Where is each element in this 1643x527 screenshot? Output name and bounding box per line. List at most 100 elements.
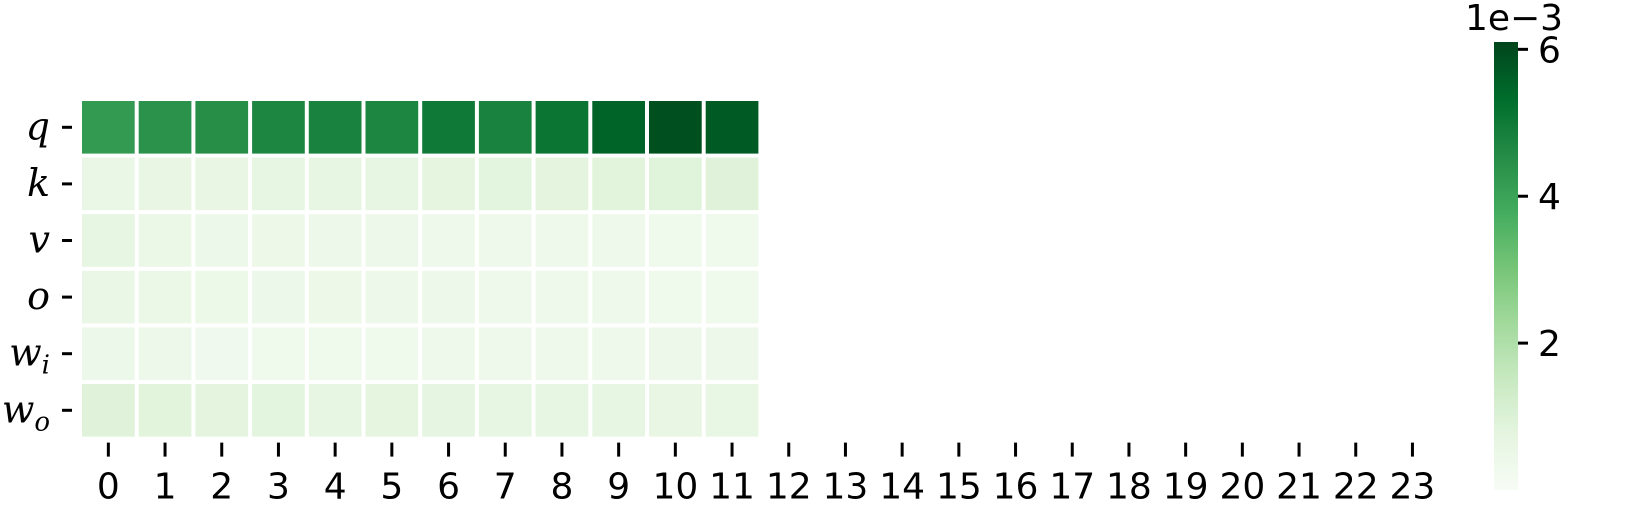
- heatmap-cell: [138, 270, 192, 324]
- heatmap-cell: [138, 214, 192, 267]
- x-tick-label: 21: [1276, 467, 1322, 508]
- heatmap-cell: [195, 327, 249, 380]
- heatmap-cell: [478, 157, 532, 211]
- heatmap-cell: [422, 157, 475, 211]
- x-tick-label: 3: [267, 467, 290, 508]
- heatmap-cell: [649, 101, 702, 154]
- heatmap-cells: [82, 101, 759, 437]
- heatmap-cell: [252, 270, 305, 324]
- heatmap-cell: [478, 270, 532, 324]
- heatmap-cell: [422, 384, 475, 437]
- x-tick-label: 22: [1333, 467, 1379, 508]
- heatmap-cell: [308, 270, 362, 324]
- x-tick-label: 17: [1049, 467, 1095, 508]
- heatmap-cell: [252, 157, 305, 211]
- heatmap-cell: [422, 327, 475, 380]
- x-axis: 0 1 2 3 4 5 6 7 8 9 10 11 12 13 14 15 16 17 18 19 20 21 22 23: [97, 442, 1436, 508]
- x-tick-label: 9: [607, 467, 630, 508]
- heatmap-cell: [308, 214, 362, 267]
- x-tick-label: 10: [652, 467, 698, 508]
- heatmap-cell: [138, 157, 192, 211]
- heatmap-cell: [365, 384, 419, 437]
- heatmap-cell: [705, 101, 759, 154]
- heatmap-cell: [535, 384, 589, 437]
- heatmap-cell: [649, 157, 702, 211]
- x-tick-label: 20: [1219, 467, 1265, 508]
- heatmap-cell: [195, 214, 249, 267]
- x-tick-label: 11: [709, 467, 755, 508]
- colorbar-multiplier-label: 1e−3: [1465, 0, 1563, 39]
- heatmap-cell: [252, 384, 305, 437]
- x-tick-label: 0: [97, 467, 120, 508]
- heatmap-cell: [705, 327, 759, 380]
- heatmap-cell: [535, 157, 589, 211]
- heatmap-cell: [82, 214, 135, 267]
- heatmap-cell: [82, 327, 135, 380]
- colorbar-tick-label: 6: [1538, 30, 1561, 71]
- heatmap-cell: [535, 101, 589, 154]
- heatmap-cell: [649, 384, 702, 437]
- heatmap-cell: [195, 270, 249, 324]
- y-tick-label: wo: [2, 387, 50, 437]
- heatmap-cell: [592, 270, 645, 324]
- x-tick-label: 15: [936, 467, 982, 508]
- x-tick-label: 16: [993, 467, 1039, 508]
- heatmap-cell: [705, 270, 759, 324]
- heatmap-cell: [649, 327, 702, 380]
- heatmap-cell: [138, 384, 192, 437]
- x-tick-label: 4: [324, 467, 347, 508]
- heatmap-cell: [308, 384, 362, 437]
- heatmap-cell: [535, 327, 589, 380]
- colorbar-ticks: 2 4 6: [1518, 30, 1561, 365]
- heatmap-cell: [535, 270, 589, 324]
- x-tick-label: 18: [1106, 467, 1152, 508]
- heatmap-cell: [82, 384, 135, 437]
- heatmap-cell: [308, 101, 362, 154]
- x-tick-label: 6: [437, 467, 460, 508]
- heatmap-cell: [478, 384, 532, 437]
- heatmap-cell: [535, 214, 589, 267]
- heatmap-cell: [478, 214, 532, 267]
- x-tick-label: 12: [766, 467, 812, 508]
- heatmap-cell: [649, 214, 702, 267]
- heatmap-cell: [138, 101, 192, 154]
- heatmap-cell: [649, 270, 702, 324]
- heatmap-cell: [82, 101, 135, 154]
- heatmap-cell: [478, 327, 532, 380]
- heatmap-cell: [138, 327, 192, 380]
- x-tick-label: 19: [1163, 467, 1209, 508]
- heatmap-cell: [195, 101, 249, 154]
- x-tick-label: 1: [154, 467, 177, 508]
- x-tick-label: 13: [823, 467, 869, 508]
- heatmap-cell: [308, 327, 362, 380]
- colorbar-gradient: [1494, 42, 1518, 490]
- y-tick-label: o: [27, 274, 50, 318]
- y-tick-label: v: [29, 218, 51, 262]
- y-tick-label: k: [27, 161, 50, 205]
- heatmap-cell: [592, 327, 645, 380]
- heatmap-cell: [705, 214, 759, 267]
- heatmap-cell: [365, 101, 419, 154]
- x-tick-label: 14: [879, 467, 925, 508]
- heatmap-cell: [592, 101, 645, 154]
- colorbar-tick-label: 4: [1538, 177, 1561, 218]
- heatmap-cell: [365, 270, 419, 324]
- heatmap-cell: [365, 214, 419, 267]
- heatmap-cell: [705, 157, 759, 211]
- heatmap-cell: [195, 157, 249, 211]
- x-tick-label: 23: [1390, 467, 1436, 508]
- heatmap-cell: [195, 384, 249, 437]
- heatmap-cell: [252, 214, 305, 267]
- heatmap-cell: [422, 214, 475, 267]
- y-tick-label: wi: [9, 331, 50, 381]
- y-tick-label: q: [26, 104, 50, 148]
- x-tick-label: 7: [494, 467, 517, 508]
- colorbar-tick-label: 2: [1538, 324, 1561, 365]
- heatmap-cell: [478, 101, 532, 154]
- heatmap-cell: [252, 327, 305, 380]
- x-tick-label: 2: [210, 467, 233, 508]
- heatmap-cell: [82, 157, 135, 211]
- heatmap-cell: [592, 157, 645, 211]
